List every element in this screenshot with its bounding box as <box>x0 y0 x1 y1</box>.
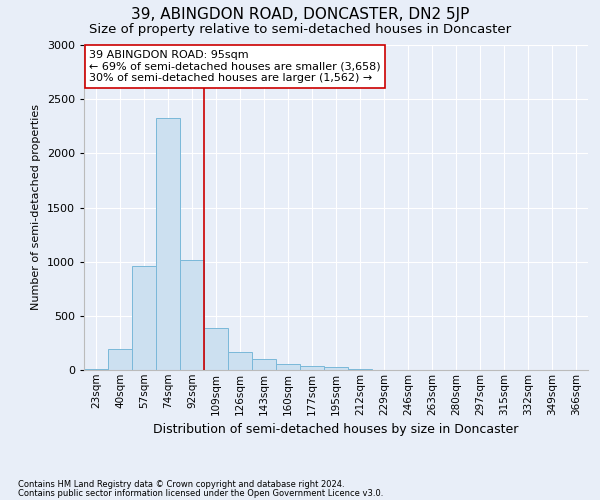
Bar <box>228 352 252 370</box>
Text: Size of property relative to semi-detached houses in Doncaster: Size of property relative to semi-detach… <box>89 22 511 36</box>
Bar <box>132 266 156 370</box>
Bar <box>84 369 108 370</box>
Bar <box>300 366 324 370</box>
Bar <box>180 260 204 370</box>
Text: Contains HM Land Registry data © Crown copyright and database right 2024.: Contains HM Land Registry data © Crown c… <box>18 480 344 489</box>
Bar <box>204 328 228 370</box>
Bar <box>156 118 180 370</box>
Y-axis label: Number of semi-detached properties: Number of semi-detached properties <box>31 104 41 310</box>
Bar <box>324 368 348 370</box>
Bar <box>108 350 132 370</box>
Bar <box>276 364 300 370</box>
Text: 39, ABINGDON ROAD, DONCASTER, DN2 5JP: 39, ABINGDON ROAD, DONCASTER, DN2 5JP <box>131 8 469 22</box>
Bar <box>252 359 276 370</box>
Text: Contains public sector information licensed under the Open Government Licence v3: Contains public sector information licen… <box>18 488 383 498</box>
X-axis label: Distribution of semi-detached houses by size in Doncaster: Distribution of semi-detached houses by … <box>154 423 518 436</box>
Text: 39 ABINGDON ROAD: 95sqm
← 69% of semi-detached houses are smaller (3,658)
30% of: 39 ABINGDON ROAD: 95sqm ← 69% of semi-de… <box>89 50 380 83</box>
